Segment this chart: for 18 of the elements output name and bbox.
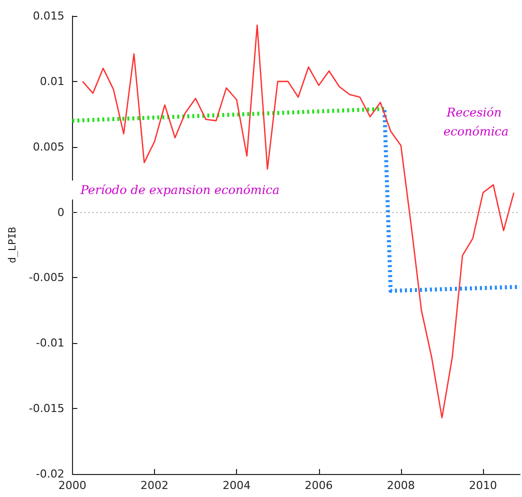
y-tick-label: -0.02 (36, 468, 64, 480)
line-series (82, 24, 514, 418)
y-axis-title: d_LPIB (8, 226, 18, 264)
annotation: Período de expansion económica (79, 183, 280, 197)
x-tick-label: 2004 (222, 479, 251, 492)
annotation: Recesión económica (443, 106, 509, 138)
y-tick-label: 0.01 (40, 74, 64, 88)
x-tick-label: 2008 (386, 479, 415, 492)
x-tick-label: 2006 (304, 479, 333, 492)
y-tick-label: -0.015 (28, 402, 64, 416)
y-tick-label: -0.005 (28, 271, 64, 284)
y-tick-label: -0.01 (36, 336, 64, 350)
x-tick-label: 2000 (58, 479, 86, 492)
x-tick-label: 2002 (140, 479, 168, 492)
x-tick-label: 2010 (469, 479, 498, 492)
y-tick-label: 0 (57, 206, 64, 219)
y-tick-label: 0.005 (32, 140, 64, 154)
y-tick-label: 0.015 (32, 10, 64, 22)
